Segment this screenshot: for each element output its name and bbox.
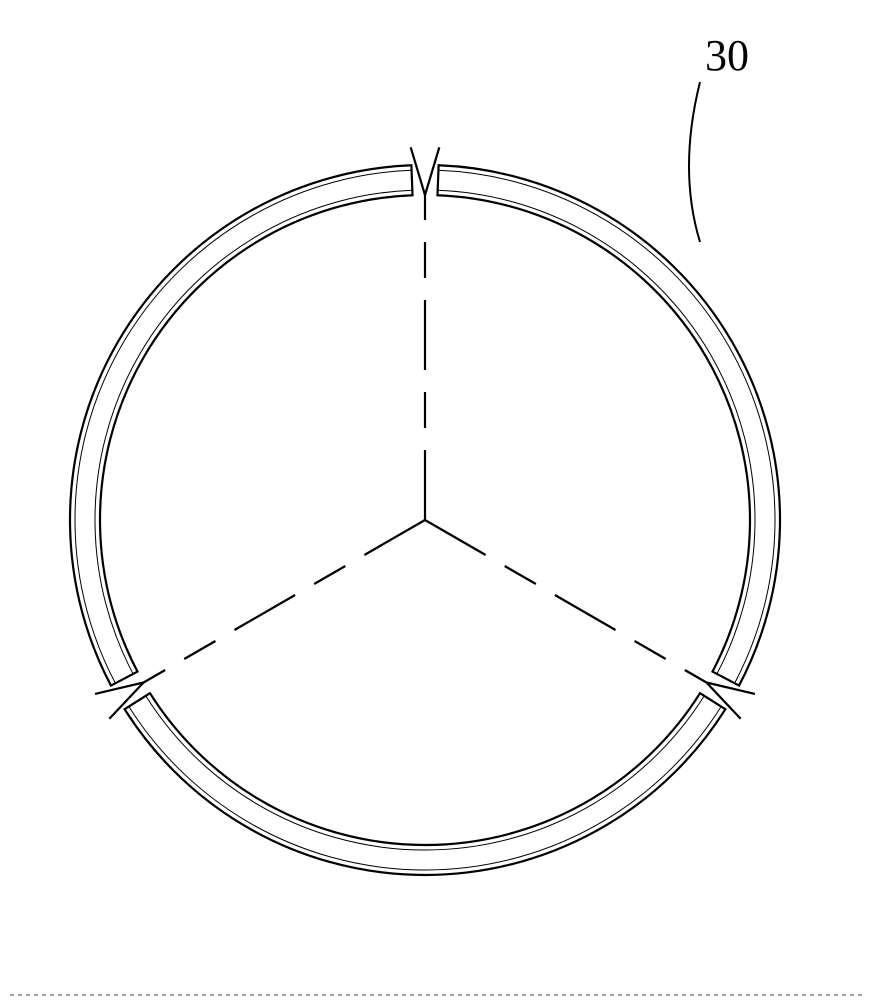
center-radius [425, 520, 706, 683]
ring-segment [437, 165, 780, 685]
ring-outer-fine [75, 170, 412, 683]
center-radius [144, 520, 425, 683]
ring-segment [125, 693, 726, 875]
diagram-canvas [0, 0, 875, 1000]
part-label-30: 30 [705, 30, 749, 81]
ring-inner-fine [146, 696, 704, 850]
ring-outer-fine [438, 170, 775, 683]
ring-inner-fine [438, 190, 755, 674]
ring-inner-fine [95, 190, 412, 674]
leader-line [689, 82, 700, 242]
notch-edge [706, 683, 754, 694]
notch-edge [95, 683, 143, 694]
ring-segment [70, 165, 413, 685]
